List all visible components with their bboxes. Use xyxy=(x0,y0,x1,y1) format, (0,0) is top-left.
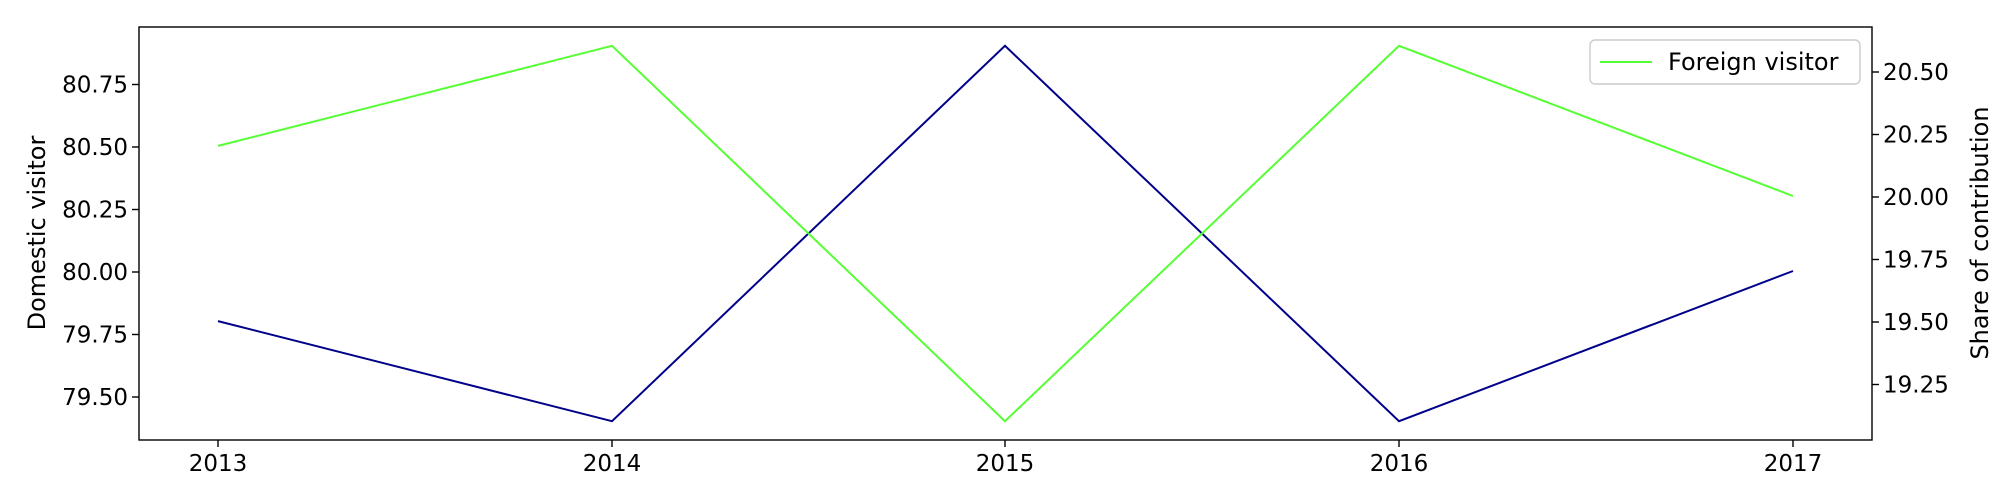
x-tick-label: 2014 xyxy=(583,451,642,477)
left-tick-4: 80.50 xyxy=(62,135,139,161)
right-tick-4: 20.25 xyxy=(1872,123,1949,149)
right-tick-5: 20.50 xyxy=(1872,60,1949,86)
x-tick-label: 2015 xyxy=(976,451,1035,477)
right-axis-label: Share of contribution xyxy=(1966,106,1994,359)
right-tick-label: 19.50 xyxy=(1883,310,1949,336)
x-tick-label: 2016 xyxy=(1370,451,1429,477)
x-tick-label: 2017 xyxy=(1764,451,1823,477)
right-tick-1: 19.50 xyxy=(1872,310,1949,336)
left-tick-1: 79.75 xyxy=(62,323,139,349)
x-tick-0: 2013 xyxy=(189,440,248,477)
left-axis-label: Domestic visitor xyxy=(23,136,51,331)
left-tick-2: 80.00 xyxy=(62,260,139,286)
x-tick-2: 2015 xyxy=(976,440,1035,477)
right-tick-label: 19.25 xyxy=(1883,373,1949,399)
x-tick-label: 2013 xyxy=(189,451,248,477)
left-axis-ticks: 79.50 79.75 80.00 80.25 80.50 80.75 xyxy=(62,73,139,411)
plot-frame xyxy=(138,26,1873,441)
left-tick-label: 80.25 xyxy=(62,198,128,224)
left-tick-label: 80.50 xyxy=(62,135,128,161)
series-line-foreign xyxy=(217,44,1794,423)
x-tick-3: 2016 xyxy=(1370,440,1429,477)
legend-box xyxy=(1589,39,1861,85)
left-tick-5: 80.75 xyxy=(62,73,139,99)
right-tick-3: 20.00 xyxy=(1872,185,1949,211)
left-tick-label: 79.75 xyxy=(62,323,128,349)
x-tick-4: 2017 xyxy=(1764,440,1823,477)
legend-label-foreign: Foreign visitor xyxy=(1668,48,1839,76)
right-tick-label: 19.75 xyxy=(1883,248,1949,274)
right-tick-0: 19.25 xyxy=(1872,373,1949,399)
series-line-domestic xyxy=(217,44,1794,423)
left-tick-label: 79.50 xyxy=(62,385,128,411)
right-tick-label: 20.25 xyxy=(1883,123,1949,149)
right-tick-label: 20.00 xyxy=(1883,185,1949,211)
right-axis-ticks: 19.25 19.50 19.75 20.00 20.25 20.50 xyxy=(1872,60,1949,399)
legend: Foreign visitor xyxy=(1589,39,1861,85)
right-tick-label: 20.50 xyxy=(1883,60,1949,86)
right-tick-2: 19.75 xyxy=(1872,248,1949,274)
left-tick-label: 80.00 xyxy=(62,260,128,286)
left-tick-label: 80.75 xyxy=(62,73,128,99)
x-tick-1: 2014 xyxy=(583,440,642,477)
left-tick-3: 80.25 xyxy=(62,198,139,224)
x-ticks: 2013 2014 2015 2016 2017 xyxy=(189,440,1823,477)
left-tick-0: 79.50 xyxy=(62,385,139,411)
